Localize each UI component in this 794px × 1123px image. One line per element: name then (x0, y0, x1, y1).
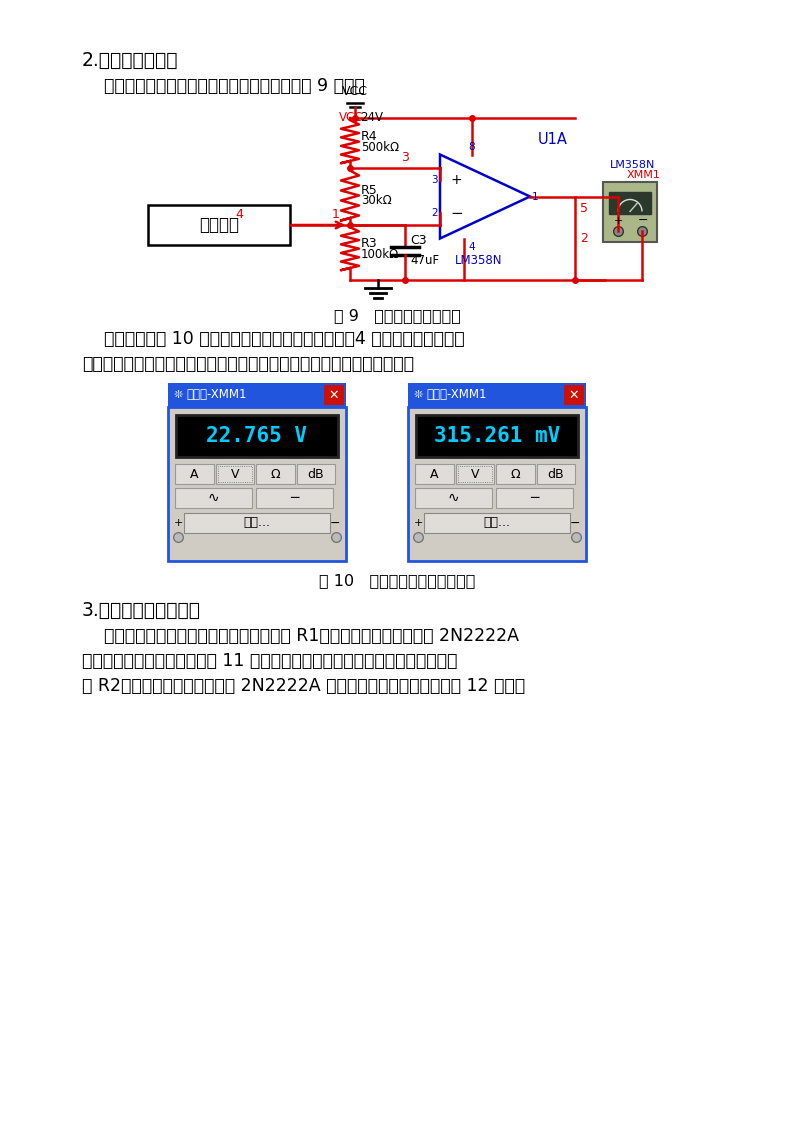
FancyBboxPatch shape (184, 513, 330, 533)
FancyBboxPatch shape (408, 407, 586, 562)
Text: V: V (230, 467, 239, 481)
Text: 315.261 mV: 315.261 mV (434, 426, 560, 446)
Text: ✕: ✕ (329, 389, 339, 402)
Text: 4: 4 (468, 241, 475, 252)
Text: V: V (471, 467, 479, 481)
Text: +: + (450, 173, 461, 186)
Text: A: A (190, 467, 198, 481)
FancyBboxPatch shape (496, 489, 573, 508)
Text: ─: ─ (530, 491, 538, 505)
FancyBboxPatch shape (256, 489, 333, 508)
Text: 图 9   比较模块测试电路图: 图 9 比较模块测试电路图 (333, 308, 461, 323)
Text: −: − (330, 517, 340, 530)
Text: U1A: U1A (538, 131, 568, 146)
Text: 通过一个万用表对此比较电路进行测试，如图 9 所示。: 通过一个万用表对此比较电路进行测试，如图 9 所示。 (82, 77, 364, 95)
Text: 22.765 V: 22.765 V (206, 426, 307, 446)
Text: 5: 5 (580, 201, 588, 214)
Text: −: − (638, 213, 649, 227)
Text: 3: 3 (431, 175, 438, 184)
FancyBboxPatch shape (256, 464, 295, 484)
Text: A: A (430, 467, 438, 481)
Text: 通 R2（仿真时暗阻）档，测试 2N2222A 的集电极电压，测试结果如图 12 所示。: 通 R2（仿真时暗阻）档，测试 2N2222A 的集电极电压，测试结果如图 12… (82, 677, 525, 695)
Text: 1: 1 (332, 208, 340, 221)
FancyBboxPatch shape (496, 464, 534, 484)
Text: 100kΩ: 100kΩ (361, 248, 399, 261)
Text: ❊: ❊ (174, 390, 183, 400)
Text: R4: R4 (361, 130, 378, 143)
Text: ∿: ∿ (448, 491, 459, 505)
Text: Ω: Ω (271, 467, 280, 481)
Text: 万用表-XMM1: 万用表-XMM1 (426, 389, 487, 402)
Text: 8: 8 (468, 141, 475, 152)
Text: ❊: ❊ (414, 390, 423, 400)
FancyBboxPatch shape (148, 206, 290, 245)
Text: 在光线亮时，光敏电阻阻值较小，故接通 R1（仿真时亮阻）档，测试 2N2222A: 在光线亮时，光敏电阻阻值较小，故接通 R1（仿真时亮阻）档，测试 2N2222A (82, 627, 519, 645)
Text: VCC: VCC (342, 85, 368, 98)
Text: dB: dB (547, 467, 564, 481)
FancyBboxPatch shape (456, 464, 494, 484)
Text: Ω: Ω (511, 467, 520, 481)
Text: XMM1: XMM1 (627, 170, 661, 180)
FancyBboxPatch shape (564, 385, 584, 405)
Text: +: + (414, 518, 423, 528)
Text: LM358N: LM358N (455, 254, 503, 266)
FancyBboxPatch shape (537, 464, 575, 484)
Text: −: − (450, 206, 463, 221)
FancyBboxPatch shape (603, 182, 657, 241)
Text: 2: 2 (431, 208, 438, 218)
FancyBboxPatch shape (609, 192, 651, 213)
FancyBboxPatch shape (215, 464, 254, 484)
Text: 47uF: 47uF (410, 255, 439, 267)
Text: 3: 3 (401, 150, 409, 164)
Text: 2.比较模块的测试: 2.比较模块的测试 (82, 51, 179, 70)
Text: 3.光电开关模块的测试: 3.光电开关模块的测试 (82, 601, 201, 620)
Text: 的集电极电压，测试结果如图 11 所示，在光线暗时，光敏电阻阻值极大，故接: 的集电极电压，测试结果如图 11 所示，在光线暗时，光敏电阻阻值极大，故接 (82, 652, 457, 670)
Text: −: − (569, 517, 580, 530)
Text: R5: R5 (361, 183, 378, 197)
FancyBboxPatch shape (324, 385, 344, 405)
FancyBboxPatch shape (415, 464, 453, 484)
FancyBboxPatch shape (424, 513, 570, 533)
Text: 2: 2 (580, 231, 588, 245)
FancyBboxPatch shape (416, 416, 578, 457)
Text: 万用表-XMM1: 万用表-XMM1 (186, 389, 246, 402)
Text: LM358N: LM358N (610, 159, 655, 170)
Text: +: + (614, 217, 623, 227)
FancyBboxPatch shape (175, 489, 252, 508)
FancyBboxPatch shape (296, 464, 335, 484)
Text: ─: ─ (291, 491, 299, 505)
Text: C3: C3 (410, 234, 426, 247)
Text: +: + (174, 518, 183, 528)
Text: 设置...: 设置... (244, 517, 271, 530)
Text: ∿: ∿ (208, 491, 219, 505)
Text: ✕: ✕ (569, 389, 580, 402)
FancyBboxPatch shape (175, 464, 214, 484)
Text: 果如左图所示，当控制信号大于阈值电压时，仿真电压结果如右图所示。: 果如左图所示，当控制信号大于阈值电压时，仿真电压结果如右图所示。 (82, 355, 414, 373)
FancyBboxPatch shape (176, 416, 338, 457)
Text: VCC: VCC (339, 111, 364, 124)
FancyBboxPatch shape (168, 407, 346, 562)
Text: R3: R3 (361, 237, 378, 250)
Text: dB: dB (307, 467, 324, 481)
Text: 控制信号: 控制信号 (199, 216, 239, 234)
FancyBboxPatch shape (168, 383, 346, 407)
Text: 4: 4 (235, 208, 243, 221)
Text: 设置...: 设置... (484, 517, 511, 530)
Text: 24V: 24V (360, 111, 383, 124)
Text: 500kΩ: 500kΩ (361, 141, 399, 154)
Text: 30kΩ: 30kΩ (361, 194, 391, 208)
Text: 测试结果如图 10 所示，当控制信号小于阈值电压（4 伏）时，仿真电压结: 测试结果如图 10 所示，当控制信号小于阈值电压（4 伏）时，仿真电压结 (82, 330, 464, 348)
FancyBboxPatch shape (415, 489, 492, 508)
Text: 1: 1 (532, 192, 538, 201)
Text: 图 10   比较模块万用表仿真结果: 图 10 比较模块万用表仿真结果 (319, 573, 475, 588)
FancyBboxPatch shape (408, 383, 586, 407)
